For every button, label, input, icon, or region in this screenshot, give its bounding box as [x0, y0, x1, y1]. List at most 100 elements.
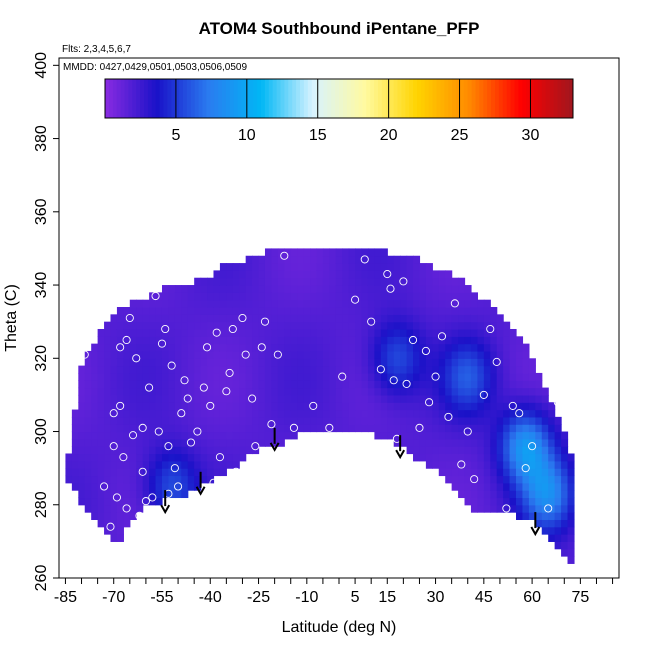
heatmap-cell — [548, 475, 556, 484]
heatmap-cell — [470, 468, 478, 477]
heatmap-cell — [470, 438, 478, 447]
heatmap-cell — [252, 372, 260, 381]
heatmap-cell — [567, 534, 575, 542]
tropopause-arrow-head — [395, 449, 406, 460]
heatmap-cell — [123, 475, 131, 484]
heatmap-cell — [181, 336, 189, 345]
heatmap-cell — [155, 299, 163, 308]
heatmap-cell — [464, 482, 472, 491]
heatmap-cell — [129, 453, 137, 462]
heatmap-cell — [168, 438, 176, 447]
heatmap-cell — [110, 372, 118, 381]
heatmap-cell — [136, 387, 144, 396]
heatmap-cell — [78, 453, 86, 462]
sample-point — [309, 401, 318, 410]
heatmap-cell — [522, 350, 530, 359]
heatmap-cell — [400, 328, 408, 337]
heatmap-cell — [123, 409, 131, 418]
heatmap-cell — [348, 314, 356, 323]
heatmap-cell — [245, 372, 253, 381]
heatmap-cell — [213, 270, 221, 279]
heatmap-cell — [116, 438, 124, 447]
heatmap-cell — [541, 409, 549, 418]
heatmap-cell — [174, 431, 182, 440]
heatmap-cell — [110, 468, 118, 477]
heatmap-cell — [78, 372, 86, 381]
heatmap-cell — [400, 372, 408, 381]
heatmap-cell — [516, 402, 524, 411]
heatmap-cell — [400, 343, 408, 352]
heatmap-cell — [116, 336, 124, 345]
heatmap-cell — [342, 270, 350, 279]
heatmap-cell — [104, 424, 112, 433]
heatmap-cell — [522, 358, 530, 367]
heatmap-cell — [207, 336, 215, 345]
heatmap-cell — [413, 446, 421, 455]
heatmap-cell — [355, 248, 363, 257]
heatmap-cell — [464, 372, 472, 381]
heatmap-cell — [367, 277, 376, 286]
heatmap-cell — [284, 380, 292, 389]
colorbar-swatch — [112, 79, 118, 118]
heatmap-cell — [432, 292, 440, 301]
heatmap-cell — [226, 424, 234, 433]
heatmap-cell — [419, 328, 427, 337]
heatmap-cell — [277, 380, 285, 389]
heatmap-cell — [516, 460, 524, 469]
heatmap-cell — [445, 402, 453, 411]
heatmap-cell — [194, 321, 202, 330]
heatmap-cell — [348, 321, 356, 330]
heatmap-cell — [516, 512, 524, 520]
heatmap-cell — [458, 343, 466, 352]
heatmap-cell — [264, 336, 273, 345]
heatmap-cell — [104, 519, 112, 528]
heatmap-cell — [348, 372, 356, 381]
heatmap-cell — [477, 314, 485, 323]
heatmap-cell — [483, 504, 491, 513]
colorbar-swatch — [253, 79, 258, 118]
colorbar-swatch — [537, 79, 543, 118]
heatmap-cell — [522, 380, 530, 389]
heatmap-cell — [264, 314, 273, 323]
heatmap-cell — [432, 299, 440, 308]
heatmap-cell — [413, 314, 421, 323]
heatmap-cell — [516, 453, 524, 462]
heatmap-cell — [104, 350, 112, 359]
heatmap-cell — [168, 292, 176, 301]
sample-point — [273, 350, 282, 359]
heatmap-cell — [310, 372, 318, 381]
heatmap-cell — [116, 358, 124, 367]
heatmap-cell — [567, 490, 575, 499]
heatmap-cell — [503, 350, 511, 359]
heatmap-cell — [136, 307, 144, 315]
sample-point — [367, 317, 376, 326]
tropopause-arrows — [160, 427, 541, 537]
heatmap-cell — [387, 255, 395, 264]
heatmap-cell — [200, 438, 208, 447]
heatmap-cell — [168, 328, 176, 337]
heatmap-cell — [561, 490, 569, 499]
x-axis: -85 -70 -55 -40 -25 -10 5 15 30 45 60 75 — [54, 577, 614, 606]
heatmap-cell — [194, 307, 202, 315]
heatmap-cell — [277, 307, 285, 315]
colorbar-swatch — [417, 79, 422, 118]
heatmap-cell — [226, 416, 234, 425]
heatmap-cell — [207, 380, 215, 389]
heatmap-cell — [129, 394, 137, 403]
heatmap-cell — [219, 277, 227, 286]
heatmap-cell — [348, 343, 356, 352]
heatmap-cell — [535, 490, 543, 499]
heatmap-cell — [335, 328, 343, 337]
colorbar-swatch — [292, 79, 297, 118]
heatmap-cell — [149, 328, 157, 337]
heatmap-cell — [483, 431, 491, 440]
x-tick-label: -10 — [295, 589, 318, 606]
heatmap-cell — [380, 336, 388, 345]
heatmap-cell — [470, 482, 478, 491]
heatmap-cell — [116, 482, 124, 491]
heatmap-cell — [194, 380, 202, 389]
heatmap-cell — [367, 307, 376, 315]
heatmap-cell — [200, 328, 208, 337]
